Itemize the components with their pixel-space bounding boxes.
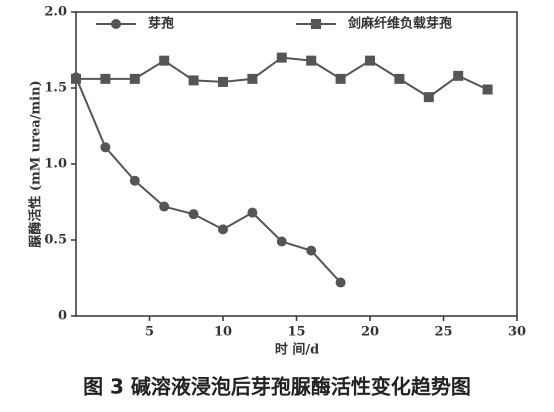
- data-point: [276, 52, 287, 63]
- data-point: [335, 277, 346, 288]
- x-tick-label: 30: [508, 325, 526, 340]
- data-point: [482, 84, 493, 95]
- caption: 图 3 碱溶液浸泡后芽孢脲酶活性变化趋势图: [83, 375, 471, 399]
- legend-label: 剑麻纤维负载芽孢: [347, 16, 452, 32]
- legend-marker: [111, 19, 121, 29]
- x-axis-label: 时 间/d: [275, 342, 319, 358]
- data-point: [247, 73, 258, 84]
- data-point: [394, 73, 405, 84]
- data-point: [71, 73, 81, 84]
- data-point: [159, 55, 170, 66]
- legend-marker: [311, 19, 321, 29]
- data-point: [218, 224, 228, 235]
- data-point: [306, 55, 317, 66]
- y-tick-label: 0: [58, 309, 67, 324]
- data-point: [129, 73, 140, 84]
- y-tick-label: 1.5: [44, 81, 67, 96]
- x-tick-label: 15: [287, 325, 305, 340]
- x-tick-label: 10: [214, 325, 232, 340]
- data-point: [276, 236, 287, 247]
- data-point: [453, 70, 464, 81]
- x-tick-label: 20: [361, 325, 379, 340]
- data-point: [365, 55, 375, 66]
- y-tick-label: 0.5: [44, 233, 67, 248]
- data-point: [188, 209, 199, 220]
- y-axis-label: 脲酶活性 (mM urea/min): [28, 80, 44, 247]
- data-point: [423, 92, 434, 103]
- data-point: [188, 75, 199, 86]
- data-point: [159, 201, 170, 212]
- data-point: [129, 175, 140, 186]
- legend-label: 芽孢: [148, 16, 174, 32]
- x-tick-label: 5: [145, 325, 154, 340]
- plot-frame: [75, 11, 518, 317]
- data-point: [247, 207, 258, 218]
- data-point: [100, 142, 111, 153]
- data-point: [100, 73, 111, 84]
- data-point: [306, 245, 317, 256]
- series-line: [75, 76, 342, 284]
- data-point: [335, 73, 346, 84]
- y-tick-label: 2.0: [44, 5, 67, 20]
- y-tick-label: 1.0: [44, 157, 67, 172]
- data-point: [218, 76, 228, 87]
- x-tick-label: 25: [434, 325, 452, 340]
